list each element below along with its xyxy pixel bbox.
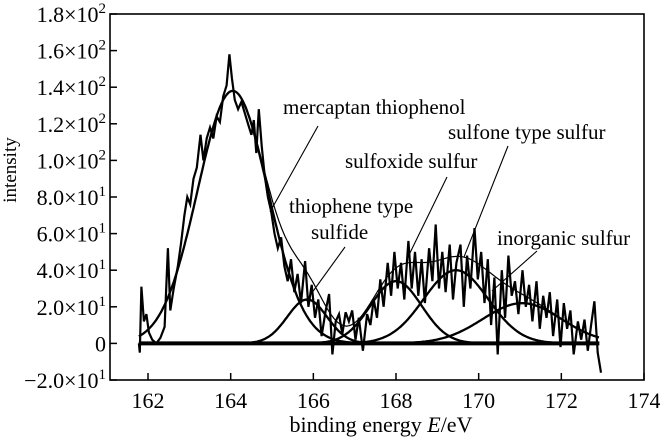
- y-tick-label: 1.2×102: [37, 111, 106, 137]
- y-tick-label: 4.0×101: [37, 257, 106, 283]
- annotation-thiophene-type-sulfide: thiophene type: [289, 194, 413, 218]
- y-tick-label: 1.8×102: [37, 1, 106, 27]
- x-tick-label: 166: [297, 388, 330, 413]
- y-tick-label: 1.4×102: [37, 74, 106, 100]
- annotation-inorganic-sulfur: inorganic sulfur: [497, 226, 630, 250]
- x-tick-label: 170: [462, 388, 495, 413]
- leader-line-thiophene-type-sulfide: [305, 246, 346, 302]
- y-tick-label: 1.6×102: [37, 38, 106, 64]
- annotation-sulfone-type-sulfur: sulfone type sulfur: [448, 120, 605, 144]
- leader-line-sulfone-type-sulfur: [463, 145, 509, 258]
- x-tick-label: 164: [214, 388, 247, 413]
- annotation-sulfoxide-sulfur: sulfoxide sulfur: [345, 149, 477, 173]
- x-tick-label: 174: [628, 388, 660, 413]
- y-tick-label: 0: [95, 331, 106, 356]
- leader-line-mercaptan-thiophenol: [269, 125, 319, 213]
- annotation-thiophene-type-sulfide: sulfide: [311, 220, 368, 244]
- y-axis-label: intensity: [0, 137, 21, 203]
- y-tick-label: 1.0×102: [37, 147, 106, 173]
- raw-data-curve: [137, 54, 603, 373]
- y-tick-label: 2.0×101: [37, 294, 106, 320]
- y-tick-label: −2.0×101: [24, 367, 106, 393]
- x-tick-label: 172: [545, 388, 578, 413]
- annotation-mercaptan-thiophenol: mercaptan thiophenol: [283, 95, 466, 119]
- x-axis-label: binding energy E/eV: [290, 412, 473, 437]
- x-tick-label: 162: [132, 388, 165, 413]
- y-tick-label: 8.0×101: [37, 184, 106, 210]
- x-tick-label: 168: [380, 388, 413, 413]
- y-tick-label: 6.0×101: [37, 221, 106, 247]
- leader-line-inorganic-sulfur: [491, 250, 538, 292]
- leader-line-sulfoxide-sulfur: [406, 176, 448, 260]
